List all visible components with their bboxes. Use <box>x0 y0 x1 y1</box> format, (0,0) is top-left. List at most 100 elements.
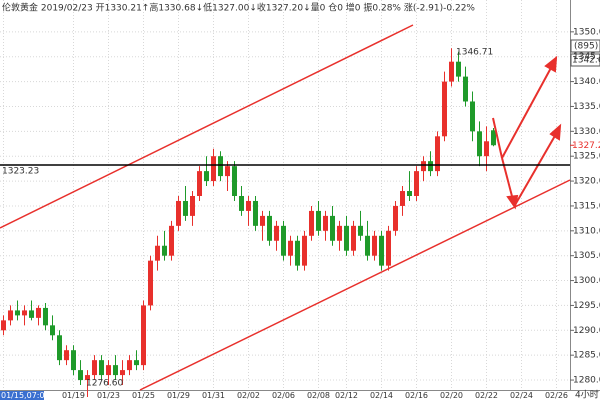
candle-body <box>400 191 405 206</box>
candle-body <box>246 200 251 211</box>
x-tick-label: 01/25 <box>132 391 155 400</box>
candle-body <box>197 171 202 196</box>
x-tick-label: 02/02 <box>237 391 260 400</box>
candle-body <box>358 225 363 236</box>
candle-body <box>344 225 349 251</box>
candle-body <box>113 365 118 376</box>
x-tick-label: 01/23 <box>97 391 120 400</box>
candle-body <box>260 215 265 226</box>
candle-body <box>162 245 167 256</box>
candle-body <box>99 360 104 376</box>
candle-body <box>288 240 293 256</box>
candle-body <box>1 320 6 331</box>
candle-body <box>92 360 97 376</box>
candle-body <box>225 166 230 177</box>
candle-body <box>134 360 139 366</box>
candle-body <box>337 225 342 241</box>
channel-line <box>139 179 571 391</box>
candle-body <box>456 61 461 77</box>
candle-body <box>393 205 398 231</box>
high-note: 1346.71 <box>456 48 493 58</box>
y-tick-label: 1305.00 <box>573 251 600 261</box>
x-tick-highlight <box>0 391 44 400</box>
x-tick-label: 01/31 <box>202 391 225 400</box>
y-tick-label: 1285.00 <box>573 351 600 361</box>
candle-body <box>253 200 258 226</box>
y-tick-label: 1350.00 <box>573 27 600 37</box>
candle-body <box>316 210 321 231</box>
candle-body <box>309 210 314 236</box>
candle-body <box>120 370 125 376</box>
candle-body <box>43 307 48 326</box>
candle-body <box>36 307 41 318</box>
y-tick-label: 1345.00 <box>573 52 600 62</box>
x-tick-label: 02/06 <box>272 391 295 400</box>
candle-body <box>239 195 244 211</box>
candle-body <box>386 230 391 266</box>
header: 伦敦黄金 2019/02/23 开1330.21↑高1330.68↓低1327.… <box>2 2 475 14</box>
candle-body <box>169 225 174 256</box>
candles <box>1 48 496 397</box>
last-price-label: 1327.20 <box>572 141 600 151</box>
x-tick-label: 02/26 <box>545 391 568 400</box>
candle-body <box>127 360 132 371</box>
x-tick-label: 02/14 <box>370 391 393 400</box>
x-tick-label: 02/20 <box>440 391 463 400</box>
candle-body <box>29 310 34 318</box>
y-tick-label: 1335.00 <box>573 102 600 112</box>
x-tick-label: 01/19 <box>62 391 85 400</box>
y-tick-label: 1315.00 <box>573 201 600 211</box>
x-tick-label: 01/15,07:00 <box>1 391 50 400</box>
candle-body <box>372 235 377 256</box>
candle-body <box>176 200 181 226</box>
candle-body <box>484 141 489 157</box>
x-tick-label: 01/29 <box>167 391 190 400</box>
candle-body <box>64 350 69 361</box>
y-tick-label: 1325.00 <box>573 152 600 162</box>
candle-body <box>57 335 62 361</box>
candle-body <box>463 76 468 102</box>
y-tick-label: 1330.00 <box>573 127 600 137</box>
y-tick-label: 1290.00 <box>573 326 600 336</box>
candle-body <box>274 225 279 241</box>
candle-body <box>281 225 286 256</box>
candle-body <box>190 195 195 216</box>
candle-body <box>78 370 83 381</box>
candle-body <box>232 166 237 196</box>
candle-body <box>183 200 188 216</box>
candle-body <box>211 156 216 182</box>
y-tick-label: 1310.00 <box>573 226 600 236</box>
candle-body <box>449 61 454 82</box>
candle-body <box>295 240 300 266</box>
x-tick-label: 02/24 <box>510 391 533 400</box>
candle-body <box>8 310 13 321</box>
channel-line <box>0 24 414 229</box>
candle-body <box>85 375 90 381</box>
candle-body <box>421 161 426 172</box>
candle-body <box>267 215 272 241</box>
count-tag: (895) <box>574 42 598 52</box>
candle-body <box>365 235 370 256</box>
candle-body <box>491 130 496 146</box>
candle-body <box>50 325 55 336</box>
period: 4小时 <box>575 389 599 400</box>
y-tick-label: 1295.00 <box>573 301 600 311</box>
candle-body <box>351 225 356 251</box>
y-tick-label: 1300.00 <box>573 276 600 286</box>
candle-body <box>414 171 419 196</box>
candle-body <box>477 131 482 157</box>
candle-body <box>155 245 160 261</box>
candle-body <box>22 310 27 316</box>
candle-body <box>15 310 20 316</box>
candle-body <box>141 305 146 366</box>
y-tick-label: 1280.00 <box>573 376 600 386</box>
count-tag-box <box>570 39 600 53</box>
candle-body <box>407 191 412 196</box>
candle-body <box>106 365 111 376</box>
y-tick-label: 1340.00 <box>573 77 600 87</box>
candle-body <box>428 161 433 172</box>
candle-body <box>379 235 384 266</box>
y-tick-label: 1320.00 <box>573 177 600 187</box>
horizontal-line-label: 1323.23 <box>2 167 39 177</box>
